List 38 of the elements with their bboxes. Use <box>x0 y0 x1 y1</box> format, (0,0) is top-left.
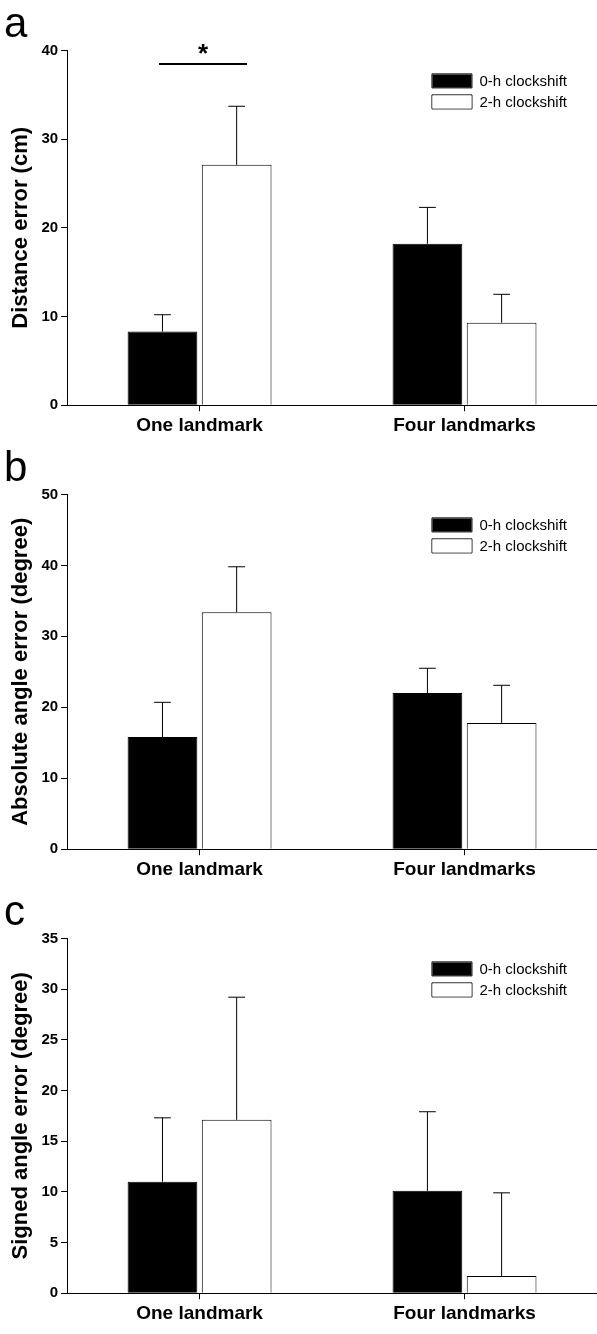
y-tick-label: 0 <box>49 839 59 857</box>
y-axis-title: Absolute angle error (degree) <box>7 517 33 826</box>
x-tick-label: Four landmarks <box>393 413 536 435</box>
x-tick-label: Four landmarks <box>393 1301 536 1323</box>
y-tick-label: 5 <box>49 1232 59 1250</box>
y-tick-label: 30 <box>41 979 59 997</box>
y-tick-label: 25 <box>41 1029 59 1047</box>
x-tick-label: One landmark <box>136 1301 264 1323</box>
chart-title: b <box>4 442 28 490</box>
y-axis-title: Distance error (cm) <box>7 126 33 329</box>
y-tick-label: 10 <box>41 306 59 324</box>
legend-label: 2-h clockshift <box>479 92 568 110</box>
y-tick-label: 35 <box>41 928 59 946</box>
legend-label: 0-h clockshift <box>479 71 568 89</box>
x-tick-label: One landmark <box>136 413 264 435</box>
annotation: * <box>197 38 209 69</box>
y-axis-title: Signed angle error (degree) <box>7 972 33 1260</box>
x-tick-label: Four landmarks <box>393 857 536 879</box>
y-tick-label: 40 <box>41 40 59 58</box>
y-tick-label: 20 <box>41 1080 59 1098</box>
legend-label: 0-h clockshift <box>479 959 568 977</box>
chart-title: c <box>4 886 25 934</box>
y-tick-label: 20 <box>41 697 59 715</box>
y-tick-label: 30 <box>41 129 59 147</box>
y-tick-label: 0 <box>49 1283 59 1301</box>
x-tick-label: One landmark <box>136 857 264 879</box>
y-tick-label: 10 <box>41 1181 59 1199</box>
y-tick-label: 30 <box>41 626 59 644</box>
y-tick-label: 0 <box>49 395 59 413</box>
y-tick-label: 15 <box>41 1131 59 1149</box>
y-tick-label: 20 <box>41 217 59 235</box>
y-tick-label: 50 <box>41 484 59 502</box>
chart-title: a <box>4 0 28 46</box>
y-tick-label: 10 <box>41 768 59 786</box>
legend-label: 2-h clockshift <box>479 980 568 998</box>
y-tick-label: 40 <box>41 555 59 573</box>
legend-label: 2-h clockshift <box>479 536 568 554</box>
legend-label: 0-h clockshift <box>479 515 568 533</box>
